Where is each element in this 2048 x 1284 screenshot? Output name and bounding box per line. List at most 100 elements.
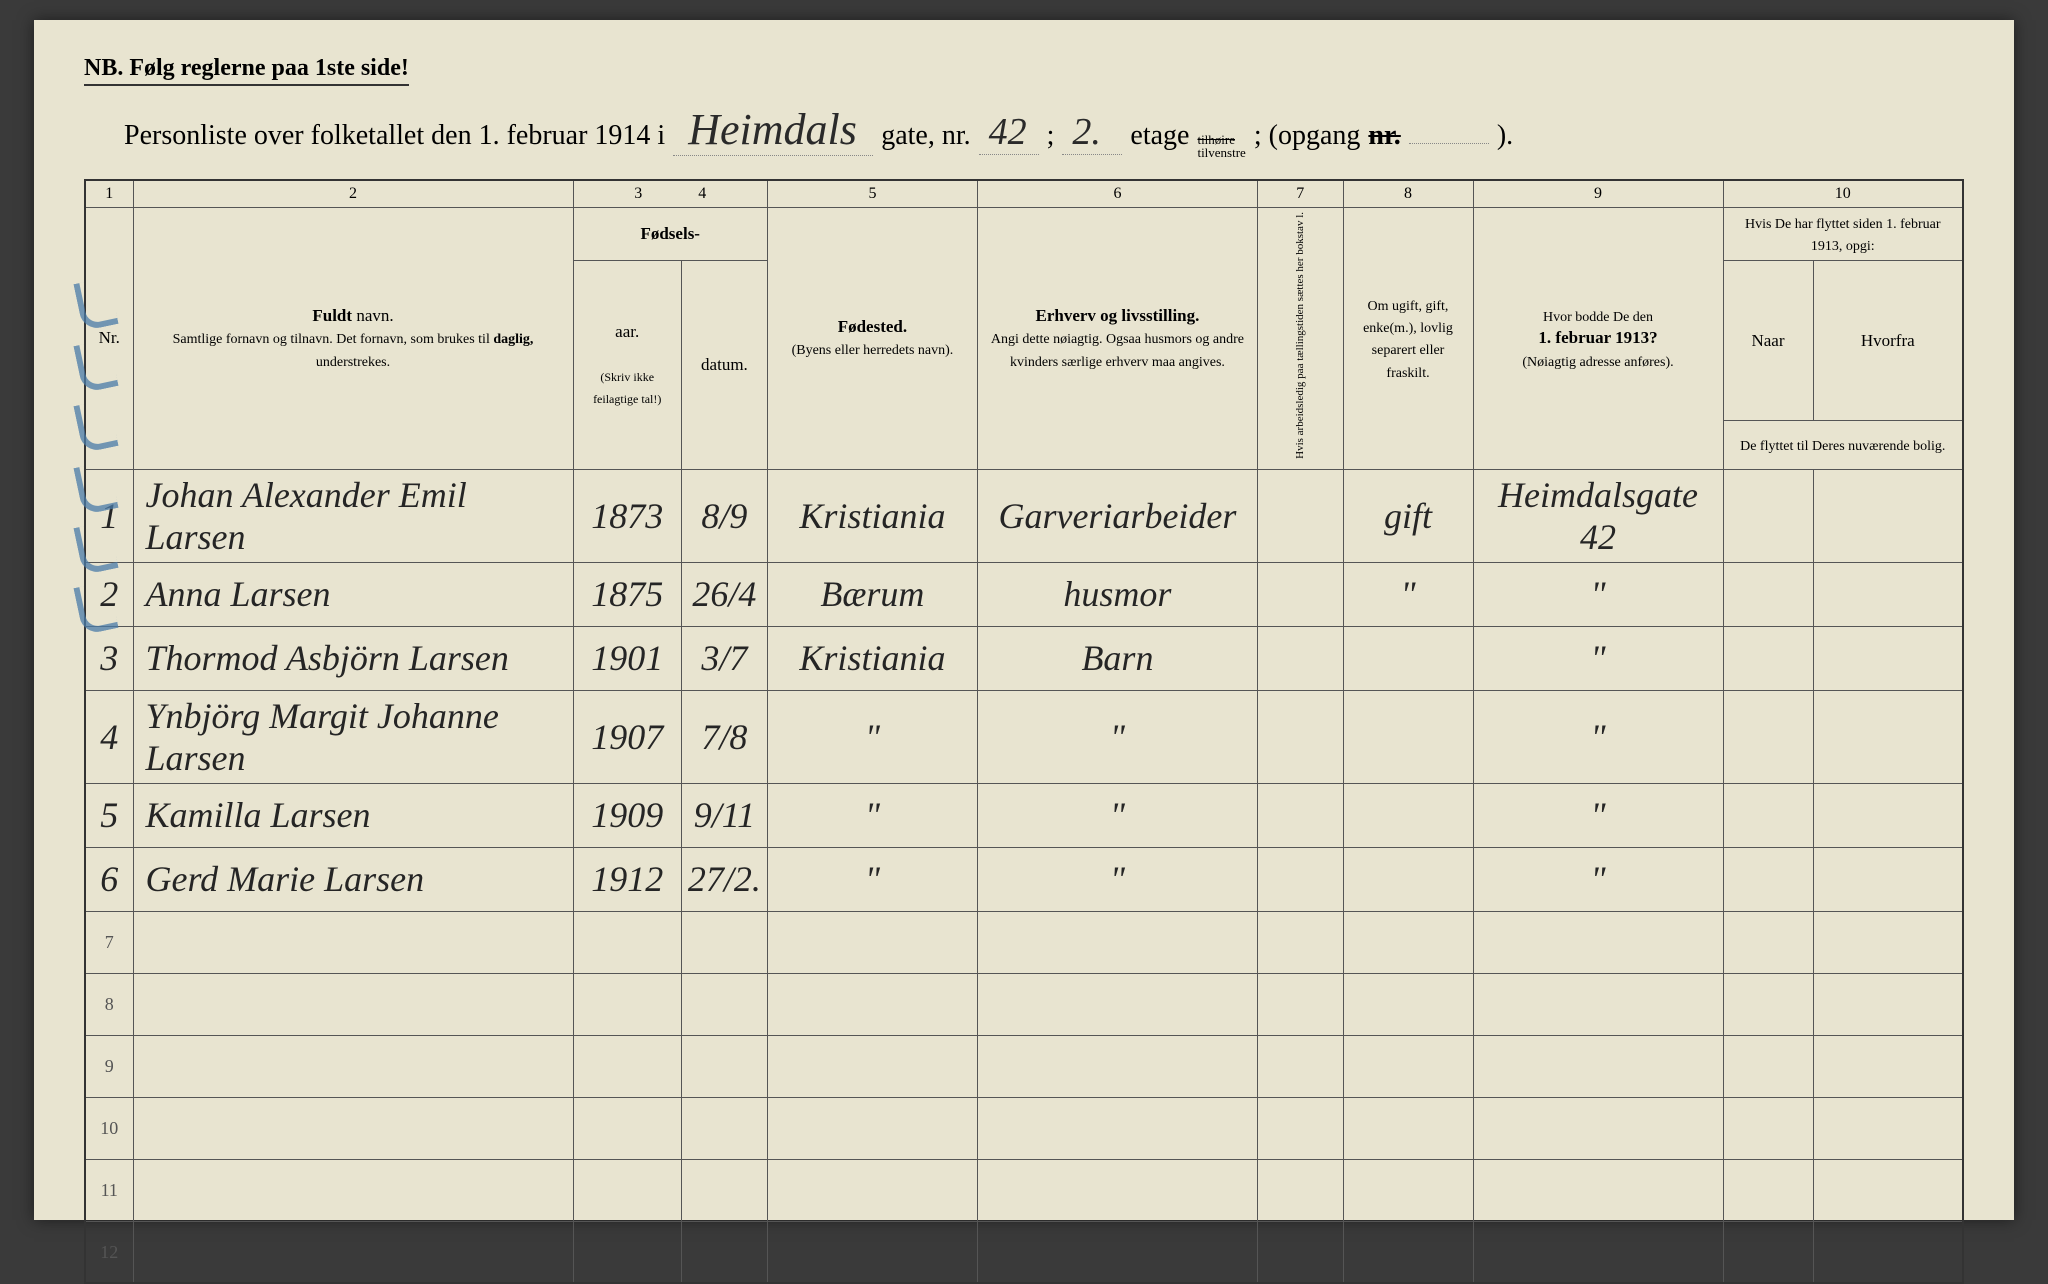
table-row-empty: 9 (85, 1035, 1963, 1097)
cell-name: Kamilla Larsen (133, 783, 573, 847)
cell-occupation: " (977, 783, 1257, 847)
row-nr: 7 (85, 911, 133, 973)
table-row: 4Ynbjörg Margit Johanne Larsen19077/8""" (85, 690, 1963, 783)
cell-place: Kristiania (767, 469, 977, 562)
hdr-datum: datum. (681, 261, 767, 470)
cell-date: 7/8 (681, 690, 767, 783)
cell-place: Kristiania (767, 626, 977, 690)
census-page: NB. Følg reglerne paa 1ste side! Personl… (34, 20, 2014, 1220)
cell-c10a (1723, 690, 1813, 783)
cell-place: " (767, 690, 977, 783)
semicolon: ; (1047, 120, 1055, 152)
table-row: 5Kamilla Larsen19099/11""" (85, 783, 1963, 847)
cell-year: 1909 (573, 783, 681, 847)
column-number-row: 1 2 3 4 5 6 7 8 9 10 (85, 180, 1963, 208)
cell-c10a (1723, 469, 1813, 562)
cell-c9: " (1473, 562, 1723, 626)
cell-c8 (1343, 626, 1473, 690)
cell-year: 1912 (573, 847, 681, 911)
cell-occupation: Garveriarbeider (977, 469, 1257, 562)
cell-c7 (1257, 847, 1343, 911)
gate-number: 42 (979, 110, 1039, 155)
etage-number: 2. (1062, 110, 1122, 155)
hdr-aar: aar. (Skriv ikke feilagtige tal!) (573, 261, 681, 470)
row-nr: 3 (85, 626, 133, 690)
cell-c10b (1813, 626, 1963, 690)
street-name: Heimdals (673, 104, 873, 156)
row-nr: 9 (85, 1035, 133, 1097)
cell-date: 27/2. (681, 847, 767, 911)
title-line: Personliste over folketallet den 1. febr… (124, 104, 1964, 159)
etage-label: etage (1130, 120, 1189, 152)
opgang-blank (1409, 143, 1489, 144)
colnum-5: 5 (767, 180, 977, 208)
cell-occupation: " (977, 690, 1257, 783)
cell-c10b (1813, 783, 1963, 847)
hdr-fodested: Fødested. (Byens eller herredets navn). (767, 208, 977, 470)
table-row-empty: 7 (85, 911, 1963, 973)
table-row-empty: 10 (85, 1097, 1963, 1159)
cell-c10b (1813, 469, 1963, 562)
cell-c8: gift (1343, 469, 1473, 562)
row-nr: 5 (85, 783, 133, 847)
hdr-name: Fuldt navn. Samtlige fornavn og tilnavn.… (133, 208, 573, 470)
hdr-naar: Naar (1723, 261, 1813, 421)
opgang-label: ; (opgang (1254, 120, 1361, 152)
cell-date: 9/11 (681, 783, 767, 847)
row-nr: 10 (85, 1097, 133, 1159)
header-row-1: Nr. Fuldt navn. Samtlige fornavn og tiln… (85, 208, 1963, 261)
table-row: 1Johan Alexander Emil Larsen18738/9Krist… (85, 469, 1963, 562)
colnum-9: 9 (1473, 180, 1723, 208)
opgang-nr-struck: nr. (1368, 120, 1400, 152)
colnum-7: 7 (1257, 180, 1343, 208)
cell-c9: Heimdalsgate 42 (1473, 469, 1723, 562)
cell-year: 1875 (573, 562, 681, 626)
hdr-col9: Hvor bodde De den 1. februar 1913? (Nøia… (1473, 208, 1723, 470)
cell-name: Anna Larsen (133, 562, 573, 626)
cell-date: 8/9 (681, 469, 767, 562)
colnum-6: 6 (977, 180, 1257, 208)
cell-c7 (1257, 469, 1343, 562)
cell-c8: " (1343, 562, 1473, 626)
cell-name: Ynbjörg Margit Johanne Larsen (133, 690, 573, 783)
cell-date: 26/4 (681, 562, 767, 626)
cell-c10b (1813, 847, 1963, 911)
hdr-fodsels: Fødsels- (573, 208, 767, 261)
cell-place: " (767, 847, 977, 911)
title-prefix: Personliste over folketallet den 1. febr… (124, 120, 665, 152)
table-row-empty: 11 (85, 1159, 1963, 1221)
cell-occupation: " (977, 847, 1257, 911)
cell-occupation: Barn (977, 626, 1257, 690)
nb-instruction: NB. Følg reglerne paa 1ste side! (84, 55, 409, 86)
cell-date: 3/7 (681, 626, 767, 690)
cell-name: Gerd Marie Larsen (133, 847, 573, 911)
colnum-8: 8 (1343, 180, 1473, 208)
cell-name: Thormod Asbjörn Larsen (133, 626, 573, 690)
cell-place: Bærum (767, 562, 977, 626)
cell-year: 1901 (573, 626, 681, 690)
hdr-erhverv: Erhverv og livsstilling. Angi dette nøia… (977, 208, 1257, 470)
cell-c7 (1257, 626, 1343, 690)
cell-c7 (1257, 783, 1343, 847)
cell-place: " (767, 783, 977, 847)
cell-c10a (1723, 626, 1813, 690)
cell-c10a (1723, 783, 1813, 847)
colnum-3-4: 3 4 (573, 180, 767, 208)
cell-year: 1907 (573, 690, 681, 783)
cell-occupation: husmor (977, 562, 1257, 626)
row-nr: 11 (85, 1159, 133, 1221)
hdr-col10-sub: De flyttet til Deres nuværende bolig. (1723, 421, 1963, 470)
hdr-col10: Hvis De har flyttet siden 1. februar 191… (1723, 208, 1963, 261)
census-table: 1 2 3 4 5 6 7 8 9 10 Nr. Fuldt navn. Sam… (84, 179, 1964, 1284)
row-nr: 4 (85, 690, 133, 783)
table-row: 6Gerd Marie Larsen191227/2.""" (85, 847, 1963, 911)
cell-c10a (1723, 847, 1813, 911)
gate-label: gate, nr. (881, 120, 970, 152)
table-row-empty: 8 (85, 973, 1963, 1035)
hdr-col7: Hvis arbeidsledig paa tællingstiden sætt… (1257, 208, 1343, 470)
tilvenstre: tilvenstre (1197, 146, 1245, 159)
colnum-1: 1 (85, 180, 133, 208)
cell-c8 (1343, 783, 1473, 847)
colnum-2: 2 (133, 180, 573, 208)
hdr-col8: Om ugift, gift, enke(m.), lovlig separer… (1343, 208, 1473, 470)
